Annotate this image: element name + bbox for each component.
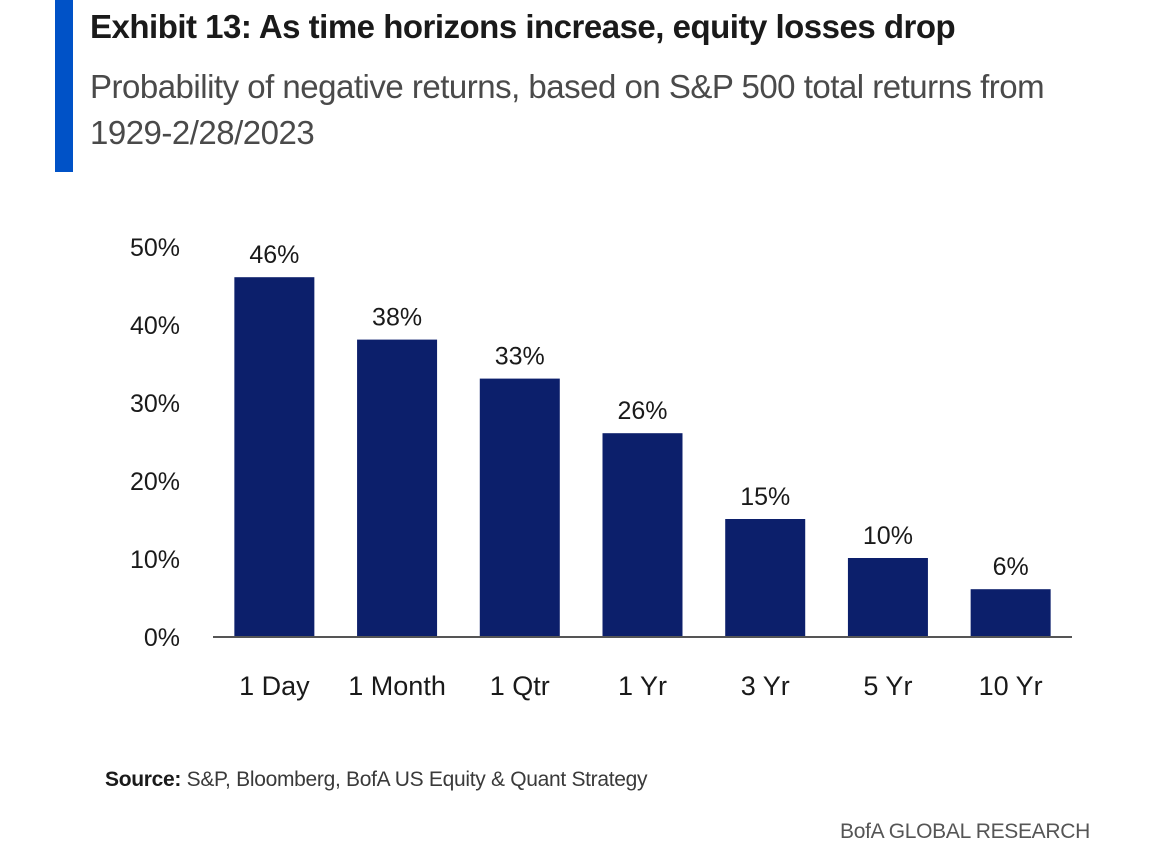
bar (725, 519, 806, 636)
accent-bar (55, 0, 73, 172)
y-tick-label: 40% (130, 312, 180, 340)
x-tick-label: 1 Day (239, 671, 310, 701)
brand-label: BofA GLOBAL RESEARCH (840, 820, 1090, 843)
bar (357, 339, 438, 636)
source-text: S&P, Bloomberg, BofA US Equity & Quant S… (186, 768, 648, 791)
data-label: 26% (617, 397, 667, 425)
y-tick-label: 50% (130, 234, 180, 262)
data-label: 33% (495, 343, 545, 371)
x-tick-label: 5 Yr (863, 671, 912, 701)
y-tick-label: 0% (144, 624, 180, 652)
x-tick-label: 1 Qtr (490, 671, 550, 701)
data-label: 38% (372, 304, 422, 332)
data-label: 6% (993, 553, 1029, 581)
data-label: 15% (740, 483, 790, 511)
bar (234, 277, 315, 636)
y-tick-label: 30% (130, 390, 180, 418)
x-tick-label: 10 Yr (979, 671, 1043, 701)
data-label: 10% (863, 522, 913, 550)
bar (479, 378, 560, 636)
chart-title: Exhibit 13: As time horizons increase, e… (90, 8, 956, 45)
chart-subtitle: Probability of negative returns, based o… (90, 68, 1045, 151)
source-note: Source: S&P, Bloomberg, BofA US Equity &… (105, 768, 648, 792)
x-tick-label: 3 Yr (741, 671, 790, 701)
y-tick-label: 20% (130, 468, 180, 496)
x-tick-label: 1 Yr (618, 671, 667, 701)
y-tick-label: 10% (130, 546, 180, 574)
source-label: Source: (105, 768, 182, 791)
bar (970, 589, 1051, 636)
x-tick-label: 1 Month (348, 671, 446, 701)
bar (847, 558, 928, 636)
data-label: 46% (249, 241, 299, 269)
bar (602, 433, 683, 636)
